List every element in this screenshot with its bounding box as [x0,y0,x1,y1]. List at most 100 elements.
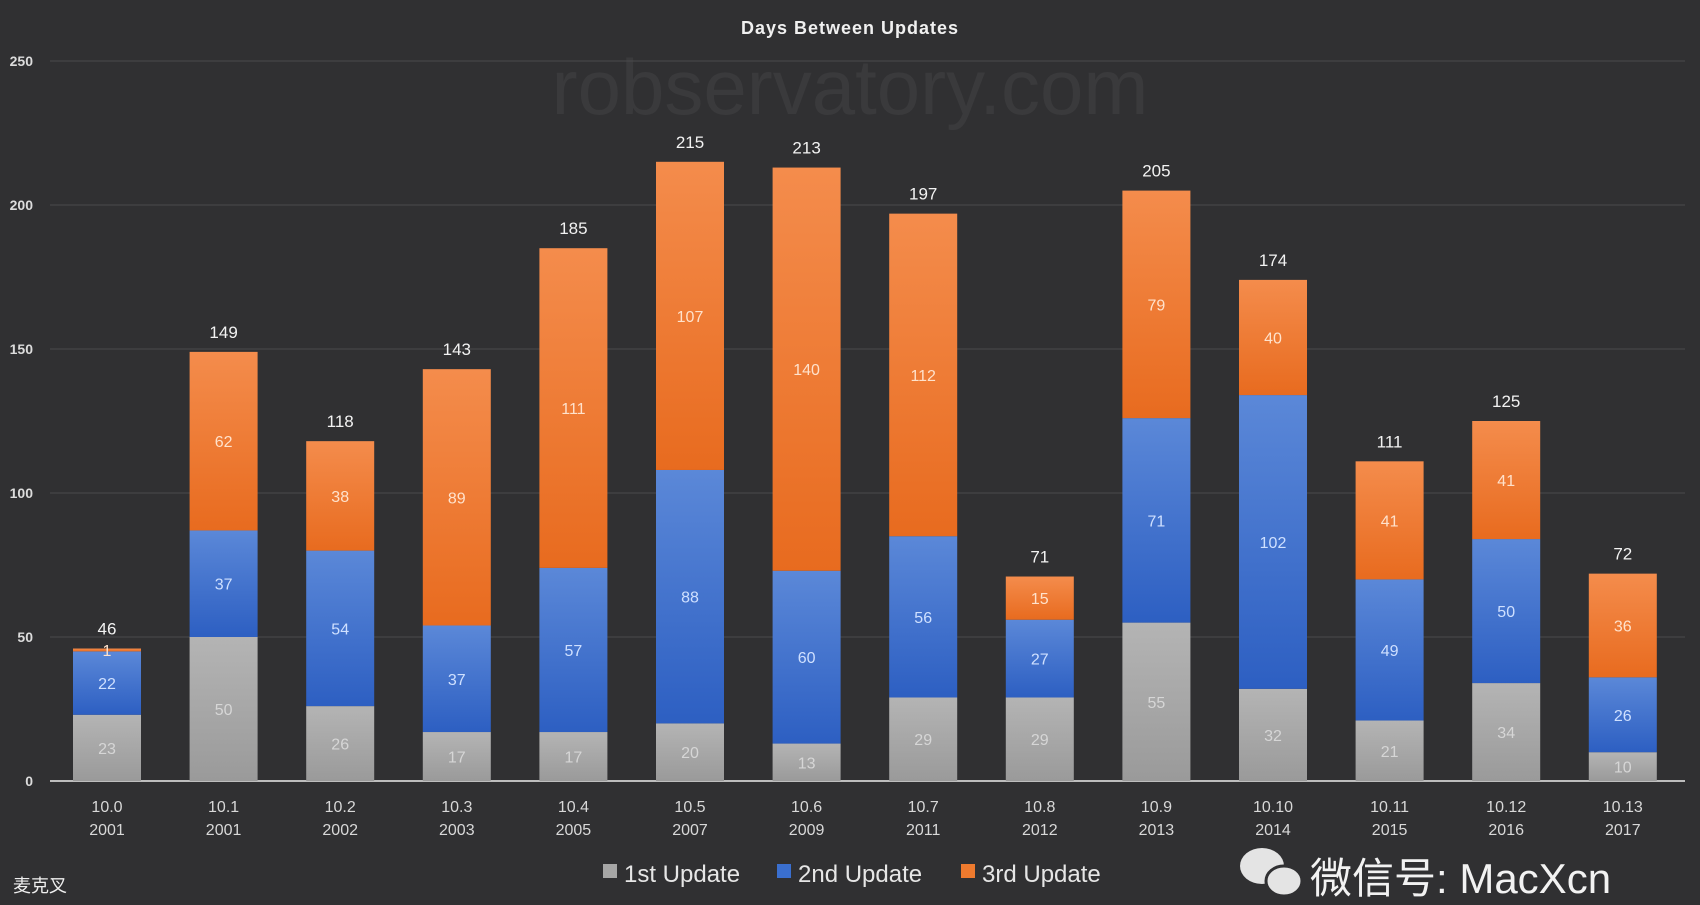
data-label: 49 [1381,643,1399,660]
bar-segment-1st-update [422,732,491,781]
total-label: 118 [327,412,354,431]
data-label: 54 [331,621,349,638]
x-tick-version: 10.11 [1370,799,1409,816]
x-tick-version: 10.12 [1486,799,1526,816]
x-tick-version: 10.3 [441,799,472,816]
data-label: 21 [1381,744,1399,761]
data-label: 17 [565,750,583,767]
data-label: 29 [1031,732,1049,749]
bar-segment-2nd-update [656,469,724,724]
chart-title: Days Between Updates [741,18,959,38]
total-label: 205 [1142,162,1170,181]
bar-segment-3rd-update [772,167,841,571]
y-tick-label: 250 [10,53,34,69]
bar-segment-3rd-update [306,441,375,551]
data-label: 37 [215,577,233,594]
bar-segment-3rd-update [422,369,491,626]
x-tick-year: 2017 [1605,822,1641,839]
bar-segment-1st-update [1472,683,1541,781]
y-tick-label: 0 [25,773,33,789]
bar-segment-3rd-update [1472,421,1541,540]
x-tick-version: 10.4 [558,799,589,816]
legend-swatch [961,864,975,878]
background-watermark: robservatory.com [552,43,1149,131]
x-tick-year: 2013 [1139,822,1175,839]
data-label: 17 [448,750,466,767]
legend-label: 1st Update [624,861,740,888]
x-tick-version: 10.8 [1024,799,1055,816]
x-tick-year: 2012 [1022,822,1058,839]
x-tick-year: 2001 [89,822,125,839]
data-label: 22 [98,676,116,693]
wechat-watermark: 微信号: MacXcn [1240,848,1611,902]
bar-segment-1st-update [889,697,958,781]
x-tick-version: 10.13 [1603,799,1643,816]
data-label: 50 [1497,604,1515,621]
bar-segment-1st-update [189,637,258,781]
bar-segment-3rd-update [656,161,724,470]
data-label: 112 [910,368,936,385]
data-label: 26 [331,737,349,754]
y-tick-label: 150 [10,341,34,357]
x-tick-year: 2007 [672,822,708,839]
x-tick-year: 2016 [1488,822,1524,839]
bar-segment-3rd-update [1355,461,1424,580]
bar-segment-1st-update [1239,688,1307,781]
bar-segment-1st-update [772,743,841,781]
data-label: 41 [1497,473,1515,490]
data-label: 56 [914,610,932,627]
data-label: 107 [677,309,704,326]
legend-label: 3rd Update [982,861,1101,888]
bar-segment-2nd-update [1122,418,1191,623]
data-label: 40 [1264,330,1282,347]
data-label: 34 [1497,725,1515,742]
data-label: 29 [914,732,932,749]
data-label: 41 [1381,513,1399,530]
data-label: 62 [215,434,233,451]
x-tick-year: 2001 [206,822,242,839]
total-label: 149 [209,323,237,342]
data-label: 140 [793,362,820,379]
author-watermark: 麦克叉 [13,876,67,896]
bar-segment-1st-update [539,732,608,781]
bar-segment-3rd-update [1005,576,1074,620]
x-tick-year: 2014 [1255,822,1291,839]
x-tick-year: 2003 [439,822,475,839]
total-label: 72 [1613,545,1632,564]
bar-segment-3rd-update [73,648,141,652]
wechat-logo-icon [1264,864,1304,898]
data-label: 36 [1614,618,1632,635]
x-tick-year: 2011 [906,822,941,839]
bar-segment-1st-update [656,723,724,781]
total-label: 174 [1259,251,1287,270]
data-label: 89 [448,490,466,507]
data-label: 15 [1031,591,1049,608]
bar-segment-1st-update [1122,622,1191,781]
data-label: 71 [1148,513,1166,530]
bar-segment-3rd-update [1122,190,1191,419]
bar-segment-2nd-update [1588,677,1657,753]
data-label: 38 [331,489,349,506]
x-tick-version: 10.2 [325,799,356,816]
bar-segment-1st-update [306,706,375,781]
total-label: 143 [443,340,471,359]
bar-segment-2nd-update [73,651,141,715]
total-label: 197 [909,185,937,204]
bar-segment-2nd-update [1355,579,1424,721]
bar-segment-3rd-update [539,248,608,568]
bar-segment-1st-update [1355,720,1424,781]
x-tick-version: 10.5 [674,799,705,816]
legend: 1st Update 2nd Update 3rd Update [603,861,1101,888]
bar-segment-2nd-update [889,536,958,698]
total-label: 71 [1030,548,1049,567]
svg-text:微信号: MacXcn: 微信号: MacXcn [1310,855,1611,902]
data-label: 37 [448,672,466,689]
data-label: 88 [681,590,699,607]
bar-segment-1st-update [1005,697,1074,781]
bar-segment-1st-update [1588,752,1657,781]
data-label: 26 [1614,708,1632,725]
x-tick-version: 10.9 [1141,799,1172,816]
data-label: 32 [1264,728,1282,745]
total-label: 111 [1377,432,1403,451]
data-label: 23 [98,741,116,758]
